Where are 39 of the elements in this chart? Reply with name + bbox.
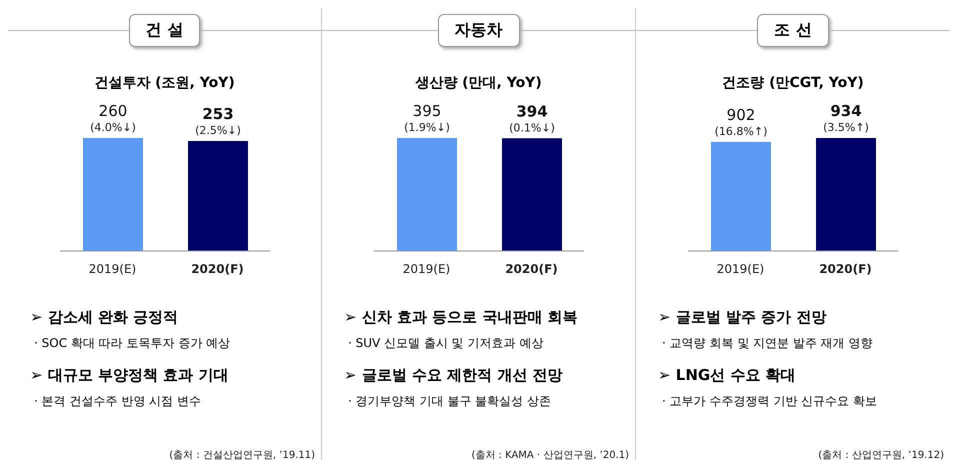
- x-tick-label: 2020(F): [505, 262, 558, 276]
- annotation: (2.5%↓): [195, 124, 241, 138]
- text: ➢ 신차 효과 등으로 국내판매 회복: [344, 308, 579, 327]
- chart-title: 조 선: [757, 14, 829, 47]
- x-tick-label: 2020(F): [819, 262, 872, 276]
- chart-title: 자동차: [438, 14, 520, 47]
- text: · 고부가 수주경쟁력 기반 신규수요 확보: [662, 393, 878, 410]
- text: (출처 : 산업연구원, ’19.12): [818, 449, 944, 462]
- x-tick-label: 2019(E): [716, 262, 764, 276]
- text: · SUV 신모델 출시 및 기저효과 예상: [348, 335, 544, 352]
- text: · 경기부양책 기대 불구 불확실성 상존: [348, 393, 552, 410]
- x-tick-label: 2019(E): [88, 262, 136, 276]
- data-label: 934: [830, 102, 862, 120]
- x-tick-label: 2019(E): [402, 262, 450, 276]
- text: ➢ 대규모 부양정책 효과 기대: [30, 366, 230, 385]
- x-tick-label: 2020(F): [191, 262, 244, 276]
- text: · 교역량 회복 및 지연분 발주 재개 영향: [662, 335, 874, 352]
- annotation: (1.9%↓): [404, 121, 450, 134]
- text: ➢ 글로벌 발주 증가 전망: [658, 308, 828, 327]
- annotation: (16.8%↑): [714, 124, 768, 138]
- chart-subtitle: 건조량 (만CGT, YoY): [721, 74, 865, 92]
- data-label: 394: [516, 102, 548, 120]
- chart-subtitle: 생산량 (만대, YoY): [414, 74, 543, 92]
- text: · SOC 확대 따라 토목투자 증가 예상: [34, 335, 232, 352]
- text: (출처 : KAMA · 산업연구원, ’20.1): [471, 449, 629, 462]
- chart-title: 건 설: [128, 14, 200, 47]
- annotation: (3.5%↑): [823, 121, 869, 134]
- text: ➢ LNG선 수요 확대: [658, 366, 797, 385]
- text: (출처 : 건설산업연구원, ’19.11): [169, 449, 315, 462]
- text: · 본격 건설수주 반영 시점 변수: [34, 393, 202, 410]
- text: ➢ 글로벌 수요 제한적 개선 전망: [344, 366, 564, 385]
- data-label: 395: [412, 102, 442, 120]
- annotation: (4.0%↓): [90, 121, 136, 134]
- text: ➢ 감소세 완화 긍정적: [30, 308, 180, 327]
- data-label: 260: [98, 102, 128, 120]
- data-label: 253: [202, 105, 234, 124]
- data-label: 902: [726, 106, 756, 124]
- annotation: (0.1%↓): [509, 121, 555, 134]
- chart-subtitle: 건설투자 (조원, YoY): [93, 74, 236, 92]
